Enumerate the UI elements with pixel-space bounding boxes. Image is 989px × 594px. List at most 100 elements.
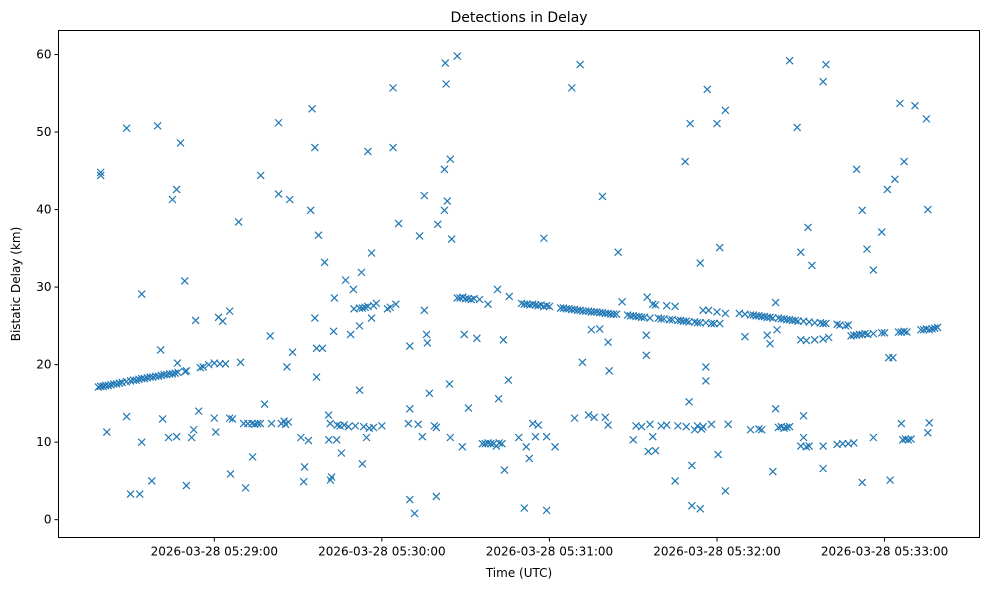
data-point-x-marker — [314, 231, 323, 240]
data-point-x-marker — [310, 143, 319, 152]
data-point-x-marker — [804, 223, 812, 232]
data-point-x-marker — [405, 342, 414, 350]
data-point-x-marker — [715, 319, 724, 328]
data-point-x-marker — [442, 80, 451, 88]
data-point-x-marker — [425, 389, 434, 398]
data-point-x-marker — [318, 344, 327, 353]
data-point-x-marker — [570, 414, 579, 423]
chart-title: Detections in Delay — [450, 10, 587, 26]
data-point-x-marker — [863, 245, 871, 254]
data-point-x-marker — [687, 461, 696, 470]
data-point-x-marker — [300, 463, 309, 471]
x-tick-label: 2026-03-28 05:32:00 — [653, 545, 780, 559]
data-point-x-marker — [528, 419, 537, 428]
data-point-x-marker — [869, 266, 878, 274]
data-point-x-marker — [440, 165, 449, 174]
data-point-x-marker — [211, 428, 220, 436]
data-point-x-marker — [122, 124, 131, 133]
data-point-x-marker — [308, 104, 316, 113]
data-point-x-marker — [187, 433, 196, 442]
data-point-x-marker — [833, 320, 842, 329]
data-point-x-marker — [614, 248, 623, 257]
data-point-x-marker — [900, 327, 909, 336]
data-point-x-marker — [446, 433, 455, 442]
data-point-x-marker — [819, 319, 828, 328]
data-point-x-marker — [341, 276, 350, 285]
data-point-x-marker — [858, 478, 867, 487]
data-point-x-marker — [266, 332, 275, 340]
data-point-x-marker — [306, 206, 315, 215]
data-point-x-marker — [180, 276, 189, 285]
data-point-x-marker — [763, 331, 772, 340]
data-point-x-marker — [389, 143, 397, 152]
data-point-x-marker — [525, 301, 534, 309]
data-point-x-marker — [754, 425, 763, 433]
data-point-x-marker — [637, 422, 646, 431]
y-tick-label: 20 — [36, 358, 51, 372]
data-point-x-marker — [849, 438, 858, 447]
data-point-x-marker — [440, 206, 449, 215]
data-point-x-marker — [112, 380, 121, 388]
data-point-x-marker — [819, 335, 828, 343]
data-point-x-marker — [696, 259, 705, 267]
data-point-x-marker — [153, 121, 162, 130]
data-point-x-marker — [877, 228, 886, 236]
data-point-x-marker — [710, 319, 719, 328]
data-point-x-marker — [484, 300, 492, 309]
data-point-x-marker — [164, 433, 173, 442]
data-point-x-marker — [673, 421, 682, 430]
data-point-x-marker — [312, 344, 321, 353]
data-point-x-marker — [699, 422, 707, 431]
data-point-x-marker — [534, 421, 543, 430]
data-point-x-marker — [283, 363, 291, 371]
data-point-x-marker — [236, 358, 245, 367]
data-point-x-marker — [332, 435, 341, 444]
data-point-x-marker — [204, 360, 213, 369]
data-point-x-marker — [126, 490, 135, 499]
data-point-x-marker — [140, 374, 149, 383]
x-tick-label: 2026-03-28 05:30:00 — [318, 545, 445, 559]
data-point-x-marker — [386, 303, 395, 312]
data-point-x-marker — [662, 301, 671, 310]
data-point-x-marker — [199, 363, 208, 371]
data-point-x-marker — [579, 307, 587, 316]
data-point-x-marker — [821, 319, 830, 328]
data-point-x-marker — [768, 314, 777, 323]
data-point-x-marker — [773, 325, 781, 334]
data-point-x-marker — [499, 335, 508, 344]
data-point-x-marker — [714, 450, 723, 459]
data-point-x-marker — [158, 414, 167, 423]
data-point-x-marker — [464, 294, 473, 303]
data-point-x-marker — [344, 422, 353, 431]
data-point-x-marker — [545, 302, 554, 311]
data-point-x-marker — [531, 432, 540, 441]
data-point-x-marker — [606, 310, 615, 319]
data-point-x-marker — [665, 315, 674, 324]
data-point-x-marker — [886, 476, 895, 485]
data-point-x-marker — [327, 473, 336, 481]
data-point-x-marker — [241, 483, 250, 492]
data-point-x-marker — [713, 307, 721, 316]
data-point-x-marker — [324, 435, 333, 444]
y-tick-label: 10 — [36, 435, 51, 449]
data-point-x-marker — [844, 321, 853, 330]
data-point-x-marker — [605, 366, 614, 375]
data-point-x-marker — [391, 300, 400, 309]
data-point-x-marker — [697, 425, 706, 433]
data-point-x-marker — [528, 300, 537, 309]
data-point-x-marker — [346, 330, 355, 339]
data-point-x-marker — [740, 332, 749, 341]
data-point-x-marker — [861, 329, 869, 338]
data-point-x-marker — [248, 452, 257, 461]
data-point-x-marker — [174, 368, 182, 377]
data-point-x-marker — [215, 359, 224, 368]
data-point-x-marker — [880, 328, 889, 337]
data-point-x-marker — [696, 504, 705, 513]
data-point-x-marker — [587, 325, 596, 334]
data-point-x-marker — [907, 435, 916, 443]
data-point-x-marker — [514, 433, 523, 442]
data-point-x-marker — [320, 258, 329, 267]
data-point-x-marker — [690, 425, 699, 434]
data-point-x-marker — [721, 106, 730, 115]
